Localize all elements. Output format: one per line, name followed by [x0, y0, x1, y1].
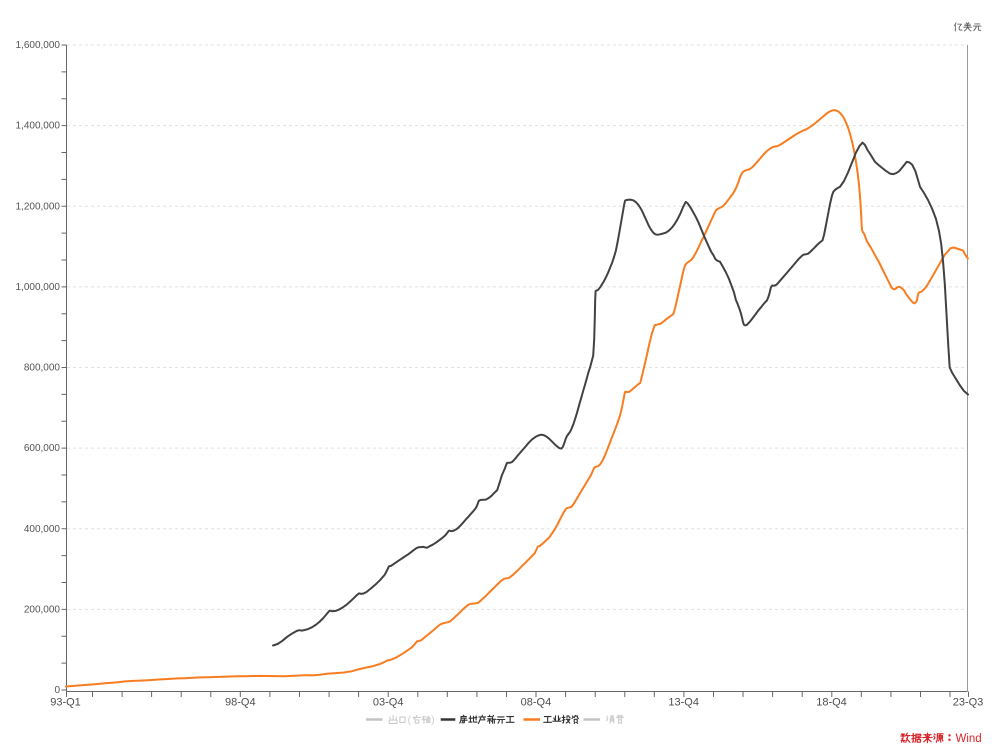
svg-text:03-Q4: 03-Q4	[373, 697, 404, 709]
svg-text:600,000: 600,000	[24, 443, 61, 454]
svg-text:1,600,000: 1,600,000	[16, 40, 61, 51]
svg-text:Wind: Wind	[956, 733, 982, 745]
svg-text:18-Q4: 18-Q4	[816, 697, 847, 709]
svg-text:1,200,000: 1,200,000	[16, 201, 61, 212]
svg-text:800,000: 800,000	[24, 363, 61, 374]
svg-text:93-Q1: 93-Q1	[50, 697, 81, 709]
svg-text:1,000,000: 1,000,000	[16, 282, 61, 293]
svg-text:1,400,000: 1,400,000	[16, 121, 61, 132]
svg-text:13-Q4: 13-Q4	[668, 697, 699, 709]
svg-text:200,000: 200,000	[24, 605, 61, 616]
svg-text:400,000: 400,000	[24, 524, 61, 535]
svg-text:08-Q4: 08-Q4	[521, 697, 552, 709]
svg-text:): )	[431, 715, 434, 726]
svg-text:(: (	[408, 715, 412, 726]
svg-text:23-Q3: 23-Q3	[953, 697, 984, 709]
svg-text:98-Q4: 98-Q4	[225, 697, 256, 709]
svg-text:0: 0	[54, 685, 60, 696]
